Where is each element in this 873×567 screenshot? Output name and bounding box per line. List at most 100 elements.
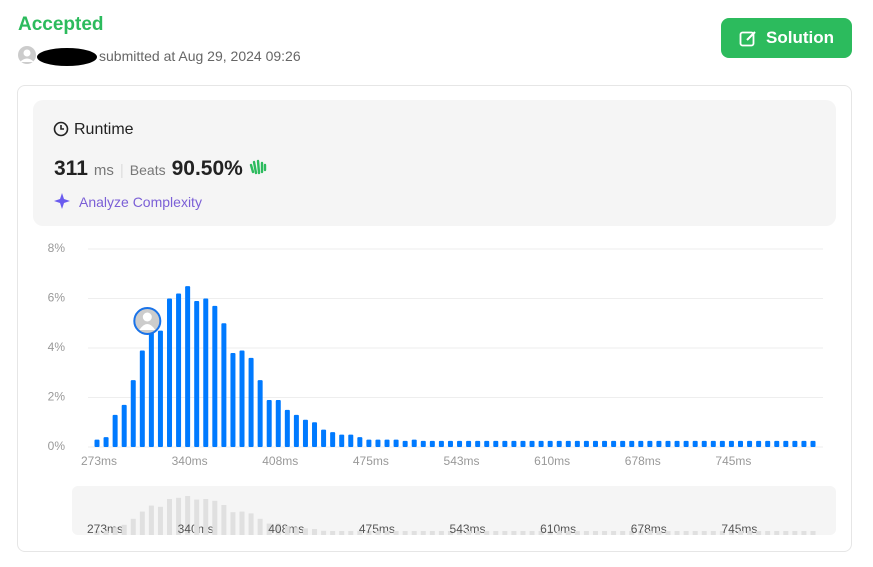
- mini-bar: [112, 527, 118, 535]
- mini-bar: [366, 531, 372, 535]
- bar: [466, 440, 472, 447]
- bar: [185, 286, 191, 447]
- bar: [257, 380, 263, 447]
- mini-bar: [103, 531, 109, 535]
- bar: [321, 429, 327, 447]
- mini-bar: [284, 526, 290, 535]
- beats-value: 90.50%: [171, 157, 243, 180]
- mini-bar: [312, 529, 318, 535]
- user: [18, 46, 97, 66]
- status: Accepted: [18, 14, 104, 35]
- clap-icon: [249, 159, 267, 175]
- x-tick-label: 340ms: [172, 454, 208, 468]
- mini-bar: [230, 512, 236, 535]
- mini-bar: [167, 499, 173, 535]
- bar: [792, 440, 798, 447]
- bar: [520, 440, 526, 447]
- mini-bar: [656, 531, 662, 535]
- mini-bar: [194, 499, 200, 535]
- mini-bar: [212, 500, 218, 535]
- bar: [801, 440, 807, 447]
- mini-bar: [683, 531, 689, 535]
- mini-bar: [728, 531, 734, 535]
- mini-bar: [629, 531, 635, 535]
- bar: [212, 305, 218, 447]
- bar: [511, 440, 517, 447]
- bar: [765, 440, 771, 447]
- mini-bar: [665, 531, 671, 535]
- mini-bar: [293, 527, 299, 535]
- mini-bar: [185, 496, 191, 535]
- x-tick-label: 273ms: [81, 454, 117, 468]
- mini-bar: [402, 531, 408, 535]
- x-tick-label: 678ms: [625, 454, 661, 468]
- bar: [638, 440, 644, 447]
- bar: [284, 409, 290, 447]
- mini-bar: [574, 531, 580, 535]
- mini-bar: [756, 531, 762, 535]
- bar: [148, 325, 154, 447]
- mini-bar: [139, 511, 145, 535]
- y-tick-label: 8%: [48, 241, 66, 255]
- user-marker-head: [142, 312, 152, 322]
- bar: [121, 404, 127, 447]
- bar: [447, 440, 453, 447]
- mini-bar: [520, 531, 526, 535]
- edit-icon: [739, 31, 756, 47]
- bar: [339, 434, 345, 447]
- bar: [348, 434, 354, 447]
- bar: [457, 440, 463, 447]
- mini-bar: [176, 497, 182, 535]
- bar: [302, 419, 308, 447]
- bar: [583, 440, 589, 447]
- mini-bar: [475, 531, 481, 535]
- bar: [783, 440, 789, 447]
- mini-bar: [429, 531, 435, 535]
- y-tick-label: 6%: [48, 291, 66, 305]
- bar: [176, 293, 182, 447]
- mini-bar: [393, 531, 399, 535]
- bar: [710, 440, 716, 447]
- bar: [737, 440, 743, 447]
- bar: [203, 298, 209, 447]
- bar: [656, 440, 662, 447]
- sparkle-icon: [54, 193, 70, 209]
- mini-bar: [203, 499, 209, 535]
- mini-bar: [384, 531, 390, 535]
- mini-bar: [321, 530, 327, 535]
- analyze-link[interactable]: Analyze Complexity: [79, 194, 202, 210]
- bar: [529, 440, 535, 447]
- mini-bar: [565, 531, 571, 535]
- mini-bar: [148, 505, 154, 535]
- bar: [602, 440, 608, 447]
- mini-bar: [783, 531, 789, 535]
- bar: [556, 440, 562, 447]
- mini-bar: [266, 523, 272, 535]
- bar: [665, 440, 671, 447]
- mini-bar: [692, 531, 698, 535]
- bar: [194, 300, 200, 447]
- mini-bar: [375, 531, 381, 535]
- bar: [139, 350, 145, 447]
- y-tick-label: 0%: [48, 439, 66, 453]
- bar: [112, 414, 118, 447]
- mini-bar: [348, 531, 354, 535]
- bar: [674, 440, 680, 447]
- solution-button[interactable]: Solution: [721, 18, 852, 58]
- mini-bar: [502, 531, 508, 535]
- bar: [402, 440, 408, 447]
- bar: [239, 350, 245, 447]
- bar: [130, 380, 136, 447]
- mini-bar: [438, 531, 444, 535]
- bar: [493, 440, 499, 447]
- bar: [611, 440, 617, 447]
- mini-bar: [257, 518, 263, 535]
- bar: [701, 440, 707, 447]
- bar: [293, 414, 299, 447]
- button-label: Solution: [766, 28, 834, 47]
- bar: [538, 440, 544, 447]
- bar: [438, 440, 444, 447]
- bar: [592, 440, 598, 447]
- bar: [574, 440, 580, 447]
